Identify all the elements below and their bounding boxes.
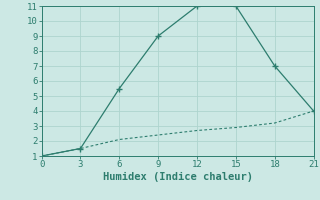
X-axis label: Humidex (Indice chaleur): Humidex (Indice chaleur) — [103, 172, 252, 182]
